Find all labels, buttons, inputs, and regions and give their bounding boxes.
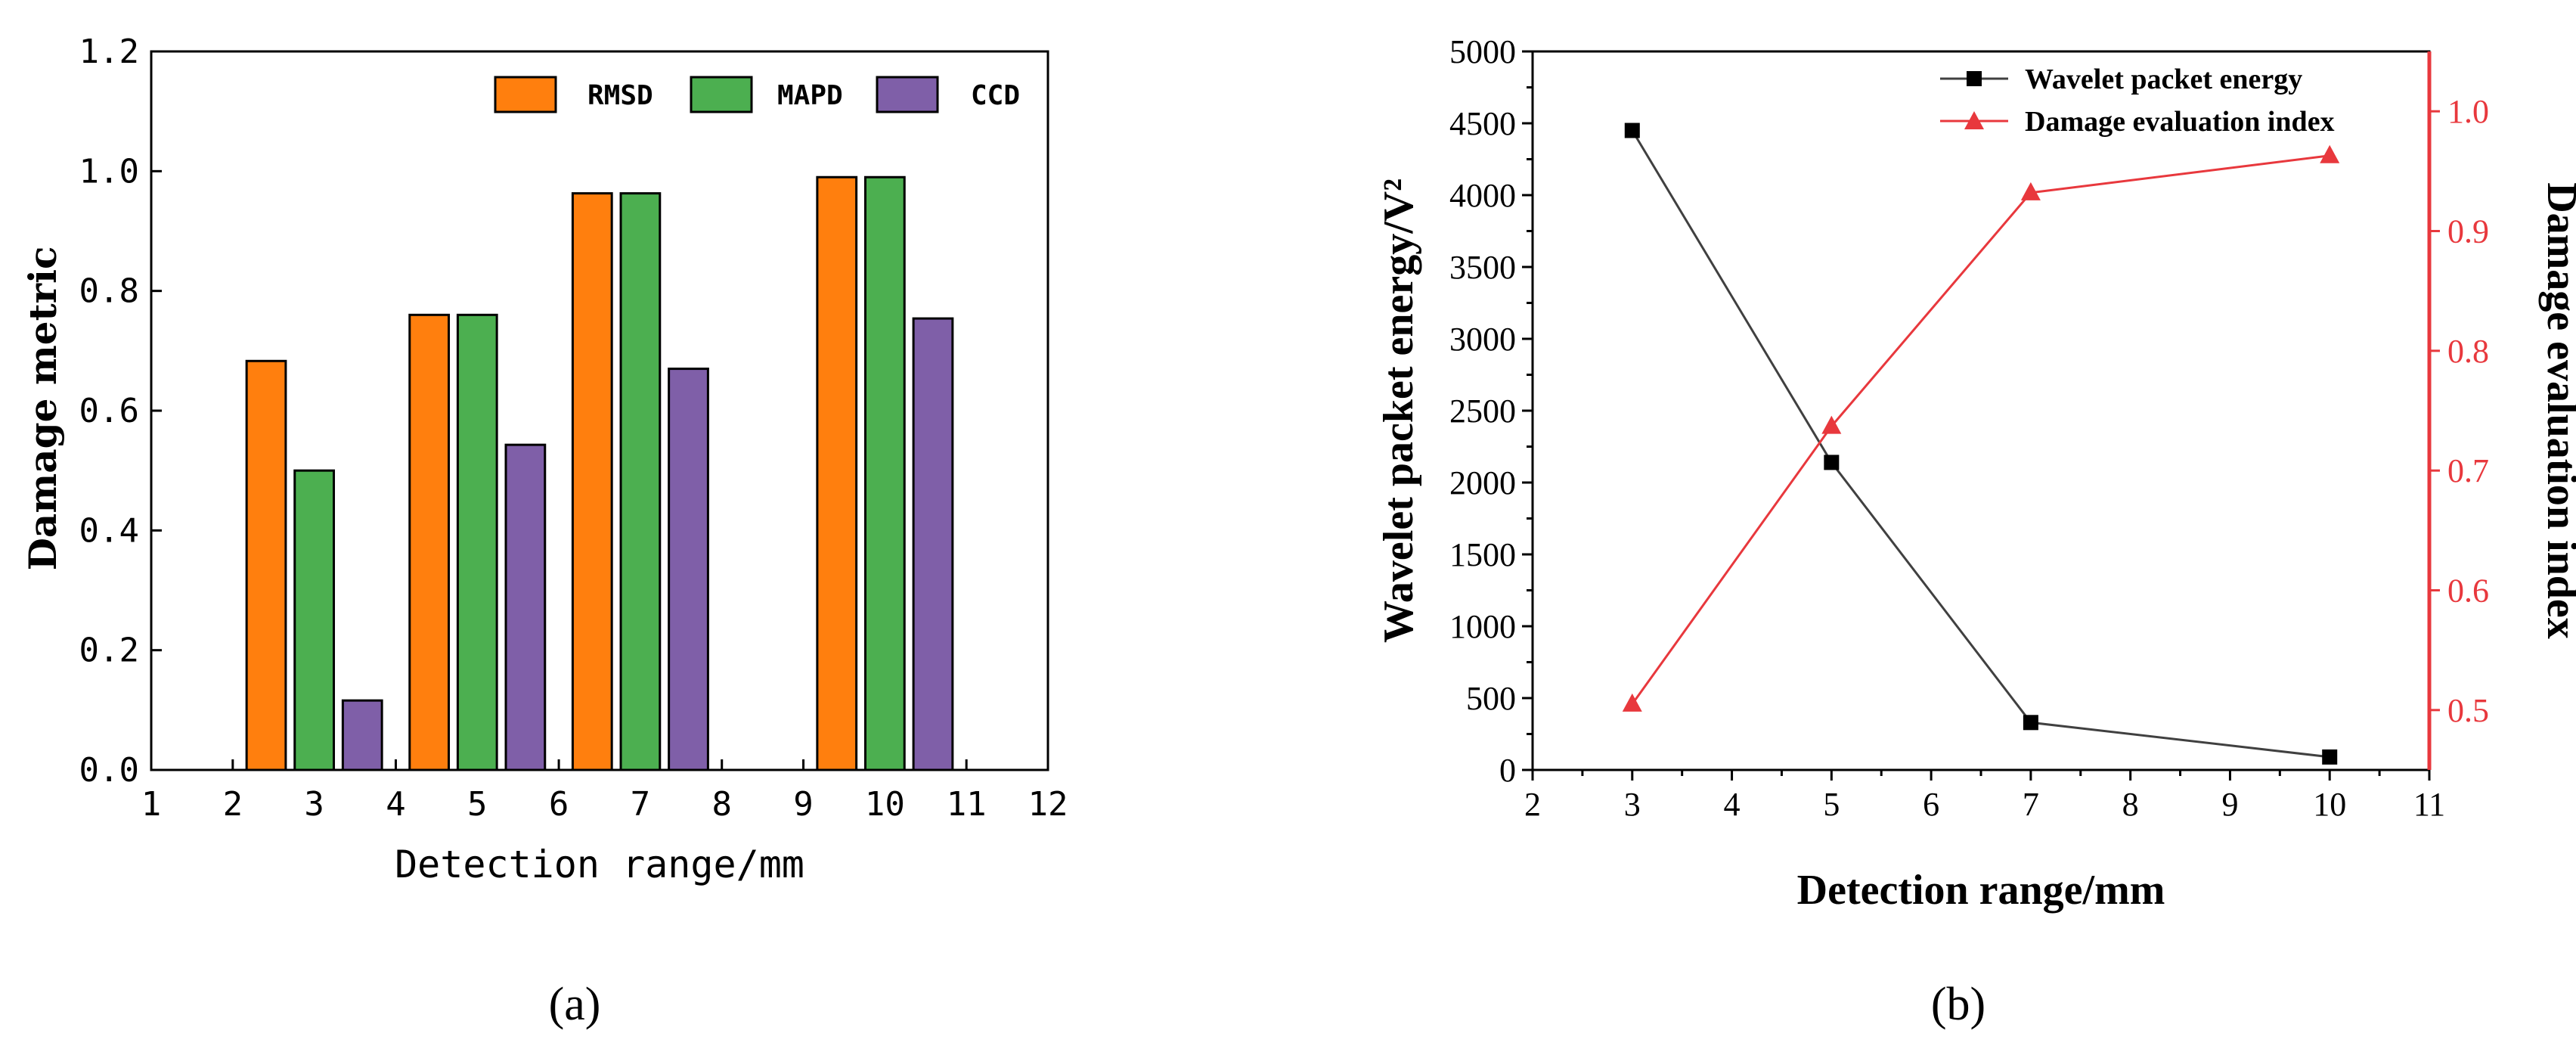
legend-label-wavelet-energy: Wavelet packet energy xyxy=(2025,64,2302,95)
point-wavelet-packet-energy-5mm xyxy=(1824,455,1840,470)
y-tick-label: 500 xyxy=(1466,680,1516,717)
x-tick-label: 3 xyxy=(1624,786,1641,823)
bar-mapd-5mm xyxy=(456,313,498,771)
point-damage-evaluation-index-7mm xyxy=(2020,182,2041,200)
point-wavelet-packet-energy-7mm xyxy=(2023,715,2038,731)
x-tick-label: 2 xyxy=(223,785,243,824)
y-tick-label: 5000 xyxy=(1449,33,1516,70)
y-tick-label: 3500 xyxy=(1449,249,1516,286)
y2-tick-label: 1.0 xyxy=(2447,93,2489,130)
y-tick-label: 0.4 xyxy=(79,511,139,550)
bar-rmsd-10mm xyxy=(816,175,858,771)
panel-a-x-axis-title: Detection range/mm xyxy=(395,843,804,886)
y-tick-label: 4500 xyxy=(1449,105,1516,142)
bar-ccd-7mm xyxy=(668,368,709,771)
legend-swatch-ccd xyxy=(876,76,939,113)
x-tick-label: 9 xyxy=(2221,786,2238,823)
series-line-damage-evaluation-index xyxy=(1631,154,2330,705)
y-tick-label: 2000 xyxy=(1449,464,1516,501)
x-tick-label: 10 xyxy=(865,785,905,824)
legend-label-damage-index: Damage evaluation index xyxy=(2025,106,2335,138)
point-damage-evaluation-index-10mm xyxy=(2320,144,2340,163)
legend-swatch-mapd xyxy=(690,76,753,113)
x-tick-label: 3 xyxy=(304,785,324,824)
x-tick-label: 7 xyxy=(2023,786,2039,823)
y-tick-label: 2500 xyxy=(1449,393,1516,430)
point-wavelet-packet-energy-3mm xyxy=(1624,123,1640,138)
bar-mapd-10mm xyxy=(863,175,906,771)
series-line-wavelet-packet-energy xyxy=(1631,129,2330,759)
panel-b-label: (b) xyxy=(1931,979,1985,1030)
legend-label-rmsd: RMSD xyxy=(587,80,653,111)
y-tick-label: 0 xyxy=(1499,752,1516,789)
point-damage-evaluation-index-5mm xyxy=(1821,415,1842,434)
bar-rmsd-7mm xyxy=(571,192,613,771)
y2-tick-label: 0.7 xyxy=(2447,452,2489,489)
point-damage-evaluation-index-3mm xyxy=(1622,693,1642,712)
x-tick-label: 7 xyxy=(631,785,651,824)
y-tick-label: 1.2 xyxy=(79,33,139,71)
panel-b-y-axis-title: Wavelet packet energy/V² xyxy=(1375,178,1422,643)
x-tick-label: 12 xyxy=(1028,785,1068,824)
legend-marker-square xyxy=(1967,71,1982,86)
y-tick-label: 1000 xyxy=(1449,608,1516,645)
y-tick-label: 1.0 xyxy=(79,152,139,191)
legend-label-mapd: MAPD xyxy=(777,80,843,111)
x-tick-label: 6 xyxy=(1923,786,1939,823)
panel-b-legend: Wavelet packet energy Damage evaluation … xyxy=(1940,64,2335,138)
x-tick-label: 8 xyxy=(711,785,732,824)
x-tick-label: 4 xyxy=(386,785,406,824)
panel-b-y2-axis-title: Damage evaluation index xyxy=(2538,182,2576,639)
panel-b: 0 500 1000 1500 2000 2500 3000 3500 4000 4500 5000… xyxy=(1375,33,2576,1030)
panel-a-y-axis-title: Damage metric xyxy=(20,247,65,571)
x-tick-label: 10 xyxy=(2313,786,2346,823)
y2-tick-label: 0.6 xyxy=(2447,573,2489,610)
legend-marker-triangle xyxy=(1964,111,1984,129)
y2-tick-label: 0.8 xyxy=(2447,333,2489,370)
x-tick-label: 5 xyxy=(467,785,488,824)
bar-rmsd-3mm xyxy=(245,359,287,771)
x-tick-label: 6 xyxy=(549,785,569,824)
bar-mapd-3mm xyxy=(293,469,336,771)
bar-ccd-3mm xyxy=(341,699,383,771)
x-tick-label: 5 xyxy=(1823,786,1840,823)
legend-label-ccd: CCD xyxy=(971,80,1020,111)
legend-swatch-rmsd xyxy=(494,76,557,113)
panel-a-label: (a) xyxy=(549,979,601,1030)
y-tick-label: 0.0 xyxy=(79,751,139,790)
y2-tick-label: 0.9 xyxy=(2447,213,2489,250)
x-tick-label: 9 xyxy=(793,785,814,824)
y-tick-label: 3000 xyxy=(1449,321,1516,358)
x-tick-label: 11 xyxy=(2413,786,2445,823)
y-tick-label: 1500 xyxy=(1449,536,1516,573)
bar-rmsd-5mm xyxy=(408,313,451,771)
y2-tick-label: 0.5 xyxy=(2447,692,2489,729)
bar-ccd-5mm xyxy=(504,443,547,771)
x-tick-label: 1 xyxy=(141,785,162,824)
x-tick-label: 4 xyxy=(1724,786,1741,823)
panel-a: 0.00.20.40.60.81.01.2 1 2 3 4 5 6 7 8 9 10 11 12 RM… xyxy=(20,33,1068,1030)
y-tick-label: 4000 xyxy=(1449,177,1516,214)
point-wavelet-packet-energy-10mm xyxy=(2322,749,2338,765)
bar-ccd-10mm xyxy=(912,317,954,771)
bar-mapd-7mm xyxy=(619,192,662,771)
y-tick-label: 0.2 xyxy=(79,632,139,670)
panel-b-x-axis-title: Detection range/mm xyxy=(1797,867,2165,914)
x-tick-label: 8 xyxy=(2122,786,2139,823)
x-tick-label: 11 xyxy=(947,785,987,824)
x-tick-label: 2 xyxy=(1524,786,1541,823)
panel-a-legend: RMSD MAPD CCD xyxy=(494,76,1020,113)
y-tick-label: 0.6 xyxy=(79,392,139,430)
y-tick-label: 0.8 xyxy=(79,272,139,311)
